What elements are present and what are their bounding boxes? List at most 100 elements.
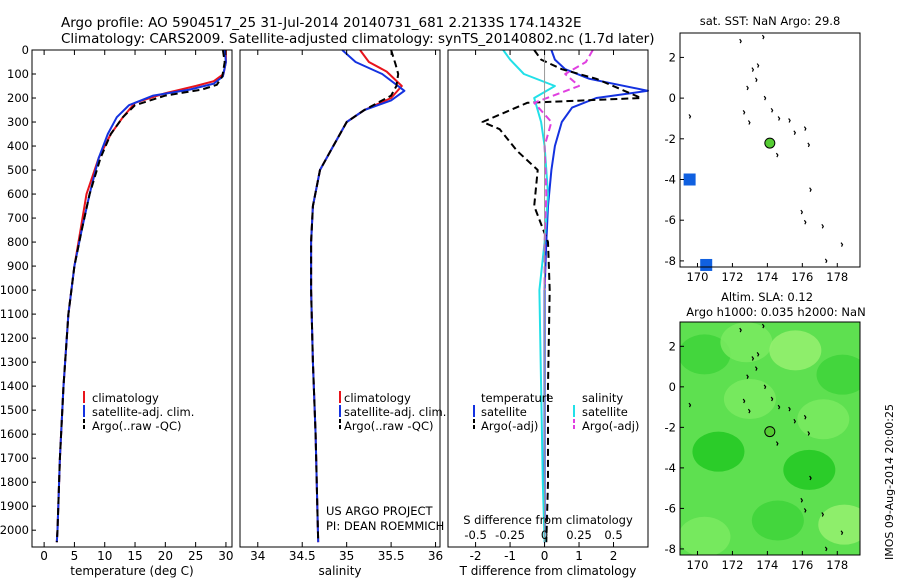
lat-tick-label: -6: [665, 213, 676, 227]
blue-patch: [683, 173, 696, 186]
y-tick-label: 1300: [0, 355, 29, 369]
land-speck: [739, 327, 742, 333]
salinity-x-ticks: 34 34.5 35 35.5 36: [250, 50, 443, 563]
field-blob: [692, 431, 745, 472]
y-tick-label: 500: [7, 163, 29, 177]
salinity-panel: 34 34.5 35 35.5 36 salinity climatology sate…: [239, 49, 446, 578]
y-tick-label: 1000: [0, 283, 29, 297]
land-speck: [807, 142, 811, 148]
x-tick-label: 35: [339, 549, 354, 563]
land-speck: [775, 441, 779, 446]
lon-tick-label: 174: [756, 558, 778, 572]
difference-axes-frame: [447, 49, 649, 548]
x-tick-label: 10: [97, 549, 112, 563]
sst-map-lat-ticks: 2 0 -2 -4 -6 -8: [665, 50, 684, 268]
land-speck: [742, 398, 746, 404]
land-speck: [754, 77, 758, 83]
land-speck: [751, 67, 755, 72]
legend-s-satellite-label: satellite: [582, 405, 628, 419]
lat-tick-label: 0: [669, 91, 676, 105]
land-speck: [793, 418, 797, 424]
land-speck: [821, 512, 825, 517]
land-speck: [742, 109, 746, 115]
s-tick-label: -0.5: [464, 528, 486, 542]
sla-map-subtitle: Argo h1000: 0.035 h2000: NaN: [686, 305, 865, 319]
pi-label: PI: DEAN ROEMMICH: [326, 519, 444, 533]
x-tick-label: 1: [575, 549, 583, 563]
y-tick-label: 1900: [0, 499, 29, 513]
land-speck: [803, 126, 807, 131]
land-speck: [803, 219, 807, 225]
lat-tick-label: -6: [665, 501, 676, 515]
sla-map-frame: [679, 321, 861, 556]
legend-salinity-title: salinity: [582, 391, 623, 405]
land-speck: [800, 209, 804, 215]
argo-position-marker: [764, 137, 776, 149]
field-blob: [783, 449, 836, 490]
land-speck: [788, 406, 791, 412]
y-tick-label: 900: [7, 259, 29, 273]
legend-argo-label: Argo(..raw -QC): [344, 419, 434, 433]
land-speck: [793, 130, 797, 135]
land-speck: [746, 374, 749, 379]
lon-tick-label: 172: [721, 558, 743, 572]
sla-map-lat-ticks: 2 0 -2 -4 -6 -8: [665, 339, 684, 556]
lon-tick-label: 174: [756, 270, 778, 284]
lat-tick-label: -8: [665, 542, 676, 556]
legend-s-argo-label: Argo(-adj): [582, 419, 639, 433]
y-tick-label: 1700: [0, 451, 29, 465]
land-speck: [751, 356, 755, 361]
series-line-1: [481, 49, 643, 543]
x-tick-label: 25: [188, 549, 203, 563]
lat-tick-label: 2: [669, 339, 676, 353]
y-tick-label: 200: [7, 91, 29, 105]
y-tick-label: 300: [7, 115, 29, 129]
salinity-axes-frame: [239, 49, 441, 548]
temperature-axes-frame: [31, 49, 233, 548]
sla-map-field: [680, 322, 860, 555]
lon-tick-label: 170: [686, 558, 708, 572]
series-line-0: [310, 49, 403, 543]
lat-tick-label: -4: [665, 173, 676, 187]
field-blob: [816, 354, 860, 395]
land-speck: [777, 404, 781, 410]
sst-map-lon-ticks: 170 172 174 176 178: [686, 263, 848, 284]
salinity-lines: [310, 49, 406, 543]
land-speck: [809, 187, 812, 192]
x-tick-label: 30: [218, 549, 233, 563]
y-tick-label: 1600: [0, 427, 29, 441]
lon-tick-label: 178: [826, 270, 848, 284]
difference-legend: temperature satellite Argo(-adj) salinit…: [473, 391, 639, 433]
s-tick-label: 0.5: [604, 528, 622, 542]
lat-tick-label: -8: [665, 254, 676, 268]
figure-title-line1: Argo profile: AO 5904517_25 31-Jul-2014 …: [61, 15, 582, 31]
y-tick-label: 0: [22, 43, 29, 57]
land-speck: [739, 38, 742, 44]
land-speck: [756, 63, 760, 68]
legend-argo-label: Argo(..raw -QC): [92, 419, 182, 433]
land-speck: [807, 431, 811, 436]
land-speck: [800, 497, 804, 503]
sst-map-frame: [679, 32, 861, 268]
land-speck: [763, 95, 767, 101]
salinity-xlabel: salinity: [318, 564, 361, 578]
y-tick-label: 800: [7, 235, 29, 249]
figure-title-line2: Climatology: CARS2009. Satellite-adjuste…: [61, 31, 654, 47]
lat-tick-label: -2: [665, 132, 676, 146]
sla-map-lon-ticks: 170 172 174 176 178: [686, 551, 848, 572]
series-line-1: [55, 49, 227, 543]
y-tick-label: 1100: [0, 307, 29, 321]
x-tick-label: 0: [541, 549, 549, 563]
temperature-legend: climatology satellite-adj. clim. Argo(..…: [83, 391, 194, 433]
lat-tick-label: 2: [669, 50, 676, 64]
field-blob: [818, 504, 860, 545]
x-tick-label: 20: [158, 549, 173, 563]
t-difference-xlabel: T difference from climatology: [459, 564, 637, 578]
x-tick-label: 35.5: [378, 549, 405, 563]
argo-position-marker: [764, 426, 776, 438]
y-tick-label: 1400: [0, 379, 29, 393]
land-speck: [763, 384, 767, 390]
land-speck: [803, 414, 807, 420]
sst-blue-patches: [683, 173, 713, 271]
